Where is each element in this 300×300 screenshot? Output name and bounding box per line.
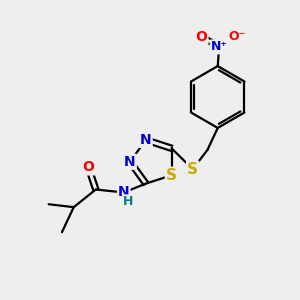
Text: H: H xyxy=(123,195,134,208)
Text: N: N xyxy=(124,155,136,169)
Text: O⁻: O⁻ xyxy=(228,30,245,43)
Text: N⁺: N⁺ xyxy=(211,40,228,53)
Text: O: O xyxy=(82,160,94,174)
Text: S: S xyxy=(187,162,198,177)
Text: N: N xyxy=(118,185,130,200)
Text: S: S xyxy=(166,168,177,183)
Text: O: O xyxy=(196,30,208,44)
Text: N: N xyxy=(140,133,152,147)
